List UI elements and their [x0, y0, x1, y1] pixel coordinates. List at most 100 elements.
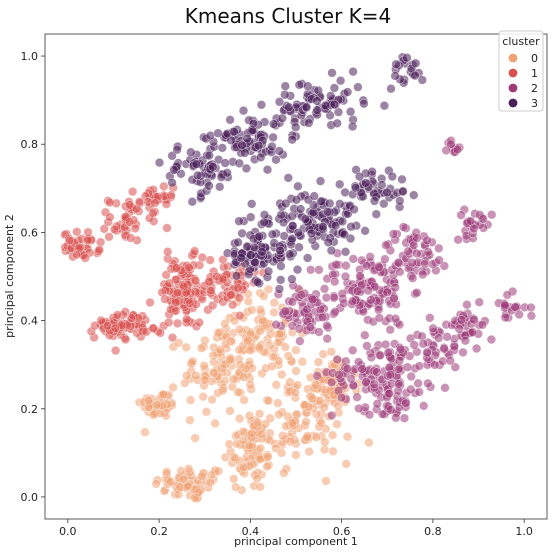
x-tick-label: 1.0 — [515, 525, 533, 538]
data-point — [510, 302, 520, 312]
data-point — [83, 235, 93, 245]
data-point — [412, 288, 422, 298]
data-point — [369, 196, 380, 206]
data-point — [246, 250, 256, 260]
data-point — [273, 398, 283, 408]
legend-marker — [508, 98, 518, 108]
data-point — [391, 413, 401, 423]
data-point — [440, 383, 450, 393]
data-point — [467, 327, 478, 337]
data-point — [299, 400, 309, 410]
data-point — [274, 146, 284, 156]
data-point — [278, 431, 288, 441]
data-point — [242, 133, 252, 144]
data-point — [208, 300, 218, 311]
data-point — [167, 178, 177, 188]
data-point — [169, 165, 179, 175]
y-axis-label: principal component 2 — [3, 214, 16, 338]
data-point — [399, 413, 410, 423]
data-point — [326, 245, 337, 256]
data-point — [398, 186, 408, 197]
data-point — [263, 284, 274, 295]
data-point — [124, 200, 135, 210]
data-point — [335, 199, 345, 209]
data-point — [280, 89, 290, 100]
data-point — [414, 361, 425, 371]
data-point — [259, 217, 269, 228]
data-point — [379, 199, 389, 209]
x-axis-label: principal component 1 — [234, 535, 358, 548]
y-tick-label: 0.6 — [21, 226, 39, 239]
data-point — [526, 311, 537, 321]
data-point — [354, 403, 364, 414]
data-point — [120, 334, 131, 345]
data-point — [390, 282, 400, 293]
data-point — [327, 410, 337, 421]
data-point — [294, 242, 304, 252]
data-point — [226, 290, 236, 300]
data-point — [406, 371, 416, 382]
data-point — [374, 313, 384, 323]
series-1 — [60, 181, 268, 356]
data-point — [213, 328, 223, 338]
data-point — [183, 481, 193, 492]
data-point — [277, 369, 287, 380]
data-point — [331, 221, 341, 231]
data-point — [394, 364, 404, 375]
y-tick-label: 0.4 — [21, 315, 39, 328]
data-point — [462, 300, 472, 310]
data-point — [372, 367, 382, 377]
series-3 — [154, 52, 427, 294]
data-point — [500, 300, 510, 311]
data-point — [293, 228, 303, 238]
data-point — [234, 345, 244, 355]
data-point — [172, 318, 183, 329]
data-point — [172, 145, 182, 155]
data-point — [331, 259, 341, 270]
data-point — [291, 450, 301, 460]
axis-ticks: 0.0 0.2 0.4 0.6 0.8 1.0 0.0 0.2 0.4 0.6 0.8 1.0 — [21, 50, 533, 538]
data-point — [267, 361, 277, 371]
data-point — [252, 277, 263, 287]
data-point — [398, 222, 409, 232]
data-point — [313, 357, 324, 367]
data-point — [125, 233, 136, 243]
data-point — [190, 433, 200, 443]
data-point — [254, 141, 264, 151]
data-point — [72, 227, 82, 237]
data-point — [110, 323, 121, 333]
data-point — [454, 324, 464, 334]
data-point — [373, 305, 384, 315]
data-point — [428, 323, 438, 334]
data-point — [347, 296, 358, 306]
data-point — [109, 224, 120, 235]
data-point — [281, 198, 291, 209]
data-point — [241, 163, 252, 174]
data-point — [316, 418, 326, 428]
data-point — [213, 466, 224, 476]
data-point — [181, 342, 191, 352]
data-point — [291, 366, 301, 376]
data-point — [199, 375, 210, 385]
data-point — [320, 100, 331, 111]
data-point — [406, 384, 416, 395]
series-2 — [271, 135, 537, 423]
data-point — [253, 417, 263, 427]
data-point — [191, 371, 201, 381]
data-point — [233, 387, 243, 397]
data-point — [307, 393, 318, 404]
data-point — [164, 278, 174, 288]
data-point — [347, 121, 358, 132]
data-point — [471, 343, 482, 354]
data-point — [309, 191, 319, 201]
data-point — [158, 389, 169, 400]
data-point — [242, 241, 252, 252]
data-point — [161, 199, 172, 209]
data-point — [159, 181, 169, 192]
data-point — [229, 126, 239, 137]
data-point — [360, 226, 370, 236]
data-point — [322, 333, 332, 344]
data-point — [143, 396, 154, 406]
data-point — [267, 229, 278, 240]
data-point — [239, 395, 249, 405]
